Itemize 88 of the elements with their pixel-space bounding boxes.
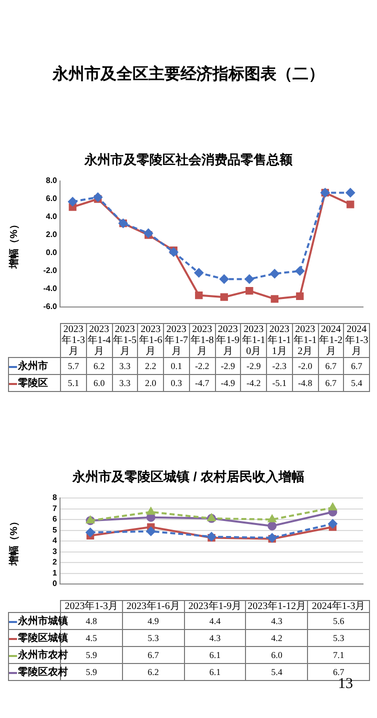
- legend-label: 零陵区城镇: [17, 632, 68, 646]
- data-label: 4.3: [246, 612, 308, 630]
- category-label: 2023年1-12月: [248, 601, 306, 612]
- y-tick-label: 0.0: [46, 248, 58, 258]
- data-label: 6.0: [86, 374, 112, 392]
- data-label: 6.1: [184, 664, 246, 680]
- data-label: 4.2: [246, 630, 308, 646]
- category-label: 2023年1-4月: [87, 324, 111, 357]
- category-label: 2024年1-3月: [344, 324, 368, 357]
- data-label: 4.8: [86, 616, 98, 626]
- data-label: 5.9: [86, 650, 98, 660]
- data-label: -2.9: [215, 358, 241, 374]
- data-label: 6.2: [122, 664, 184, 680]
- data-label: 4.5: [86, 633, 98, 643]
- data-label: 7.1: [308, 646, 370, 664]
- y-tick-label: 0: [52, 579, 58, 588]
- y-tick-label: 5: [52, 525, 58, 534]
- data-label: 0.1: [164, 358, 190, 374]
- y-tick-label: -6.0: [43, 302, 58, 312]
- data-label: -2.9: [240, 358, 266, 374]
- data-label: 4.3: [184, 630, 246, 646]
- data-label: 5.1: [60, 374, 86, 392]
- data-label: 6.7: [344, 358, 370, 374]
- category-label: 2024年1-2月: [319, 324, 343, 357]
- data-label: 6.2: [86, 358, 112, 374]
- category-label: 2023年1-3月: [62, 324, 86, 357]
- category-label: 2023年1-12月: [293, 324, 317, 357]
- data-label: 2.2: [138, 358, 164, 374]
- y-tick-label: 1: [52, 568, 58, 578]
- category-label: 2023年1-5月: [113, 324, 137, 357]
- data-label: 6.7: [318, 374, 344, 392]
- y-tick-label: 2: [52, 558, 58, 567]
- data-label: -4.9: [215, 374, 241, 392]
- data-label: -4.8: [292, 374, 318, 392]
- data-label: 3.3: [112, 374, 138, 392]
- y-tick-label: 8.0: [46, 176, 58, 186]
- data-label: 5.3: [122, 630, 184, 646]
- legend-label: 零陵区农村: [17, 666, 68, 680]
- data-label: 0.3: [164, 374, 190, 392]
- y-tick-label: -2.0: [43, 266, 58, 276]
- category-label: 2023年1-11月: [268, 324, 292, 357]
- data-label: 5.7: [60, 358, 86, 374]
- data-label: 6.7: [318, 358, 344, 374]
- data-label: 5.4: [344, 374, 370, 392]
- category-label: 2023年1-6月: [138, 324, 162, 357]
- data-label: 5.4: [246, 664, 308, 680]
- data-label: 3.3: [112, 358, 138, 374]
- data-label: 4.9: [122, 612, 184, 630]
- y-axis-title: 增幅（%）: [8, 220, 20, 270]
- data-label: 6.0: [246, 646, 308, 664]
- text: 永州市及全区主要经济指标图表（二）: [51, 64, 326, 85]
- category-label: 2023年1-7月: [164, 324, 188, 357]
- category-label: 2023年1-9月: [216, 324, 240, 357]
- data-label: 5.6: [308, 612, 370, 630]
- data-label: -4.2: [240, 374, 266, 392]
- y-tick-label: -4.0: [43, 284, 58, 294]
- data-label: 5.9: [86, 667, 98, 677]
- data-label: -4.7: [189, 374, 215, 392]
- category-label: 2023年1-10月: [242, 324, 266, 357]
- legend-label: 永州市: [8, 358, 60, 374]
- y-tick-label: 6.0: [46, 194, 58, 204]
- data-label: 4.4: [184, 612, 246, 630]
- category-label: 2024年1-3月: [312, 601, 366, 612]
- category-label: 2023年1-6月: [126, 601, 180, 612]
- y-tick-label: 4: [52, 536, 58, 546]
- legend-label: 零陵区: [8, 374, 60, 392]
- data-label: 6.1: [184, 646, 246, 664]
- y-axis-title: 增幅（%）: [8, 516, 20, 566]
- data-label: -2.2: [189, 358, 215, 374]
- chart-title: 永州市及零陵区社会消费品零售总额: [83, 151, 294, 169]
- category-label: 2023年1-3月: [64, 601, 118, 612]
- data-label: 6.7: [122, 646, 184, 664]
- legend-label: 永州市城镇: [16, 614, 68, 629]
- y-tick-label: 8: [52, 493, 58, 502]
- category-label: 2023年1-8月: [190, 324, 214, 357]
- y-tick-label: 7: [52, 504, 58, 513]
- y-tick-label: 2.0: [46, 230, 58, 240]
- y-tick-label: 6: [52, 514, 58, 524]
- y-tick-label: 3: [52, 546, 58, 556]
- chart-title: 永州市及零陵区城镇 / 农村居民收入增幅: [71, 468, 306, 486]
- data-label: -2.0: [292, 358, 318, 374]
- data-label: 2.0: [138, 374, 164, 392]
- data-label: -5.1: [266, 374, 292, 392]
- data-label: 5.3: [308, 630, 370, 646]
- category-label: 2023年1-9月: [188, 601, 242, 612]
- y-tick-label: 4.0: [46, 212, 58, 222]
- data-label: -2.3: [266, 358, 292, 374]
- legend-label: 永州市农村: [16, 648, 68, 663]
